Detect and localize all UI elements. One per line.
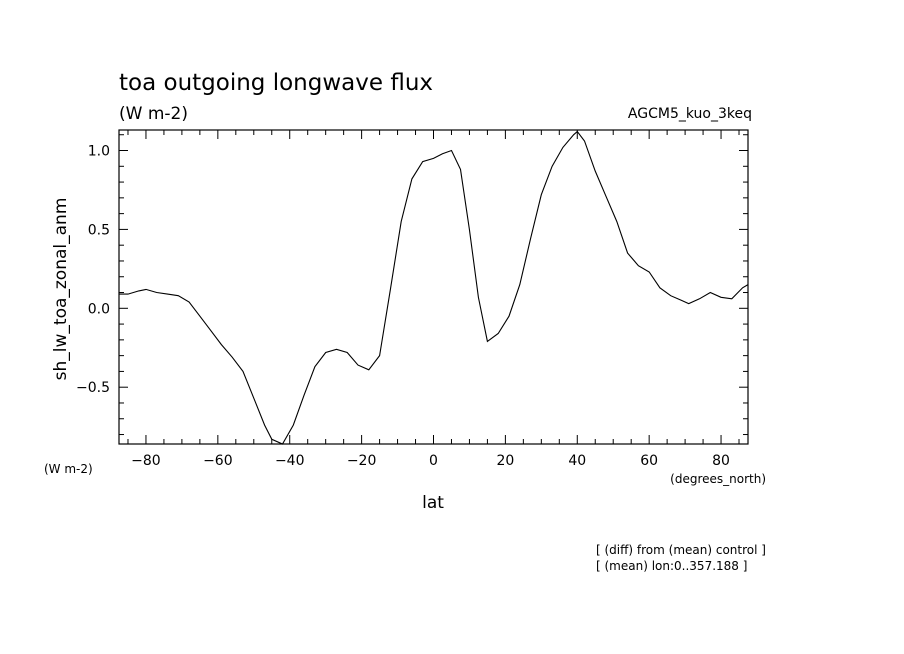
x-units-label: (degrees_north) xyxy=(670,472,766,486)
y-tick-label: 1.0 xyxy=(88,144,110,160)
y-ticks xyxy=(119,134,748,436)
y-tick-label: 0.5 xyxy=(88,222,110,238)
x-tick-label: 0 xyxy=(429,453,438,469)
x-tick-labels: −80 −60 −40 −20 0 20 40 60 80 xyxy=(131,453,730,469)
y-tick-label: 0.0 xyxy=(88,301,110,317)
x-tick-label: −40 xyxy=(275,453,305,469)
x-tick-label: 20 xyxy=(496,453,514,469)
y-axis-label: sh_lw_toa_zonal_anm xyxy=(51,198,71,381)
note-diff: [ (diff) from (mean) control ] xyxy=(596,543,766,557)
plot-frame xyxy=(118,129,749,445)
x-tick-label: −20 xyxy=(347,453,377,469)
x-axis-label: lat xyxy=(422,493,444,513)
x-tick-label: 80 xyxy=(712,453,730,469)
y-tick-label: −0.5 xyxy=(76,380,110,396)
x-ticks xyxy=(127,130,740,444)
y-tick-labels: −0.5 0.0 0.5 1.0 xyxy=(76,144,110,397)
x-tick-label: 40 xyxy=(568,453,586,469)
y-units-label: (W m-2) xyxy=(44,462,93,476)
data-line xyxy=(119,130,749,445)
chart-subtitle: (W m-2) xyxy=(119,104,188,124)
chart-title: toa outgoing longwave flux xyxy=(119,70,433,96)
model-label: AGCM5_kuo_3keq xyxy=(628,106,752,122)
x-tick-label: −60 xyxy=(203,453,233,469)
x-tick-label: 60 xyxy=(640,453,658,469)
x-tick-label: −80 xyxy=(131,453,161,469)
note-mean: [ (mean) lon:0..357.188 ] xyxy=(596,559,747,573)
